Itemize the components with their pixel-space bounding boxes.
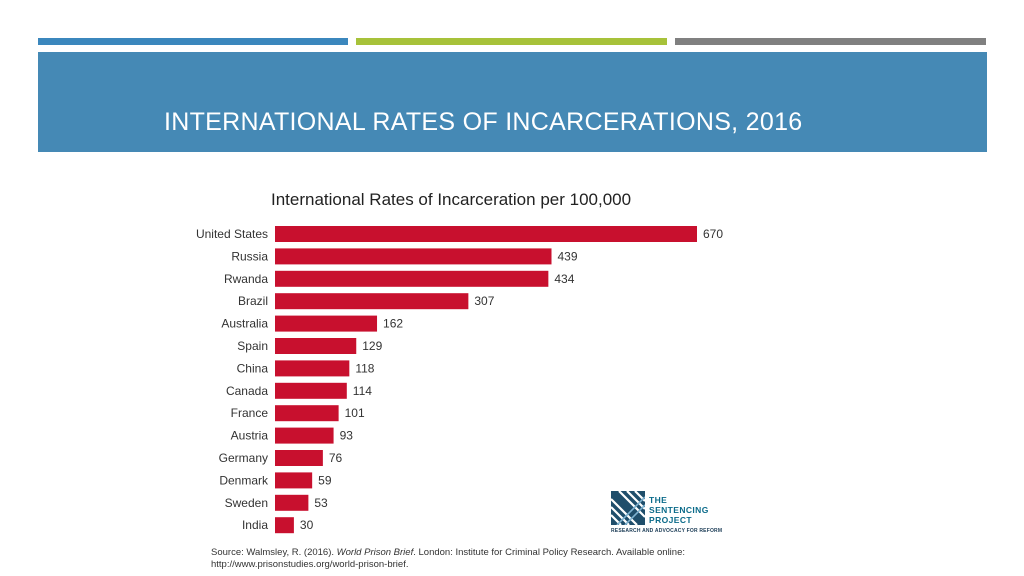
- source-citation: Source: Walmsley, R. (2016). World Priso…: [211, 547, 685, 571]
- category-label: Australia: [221, 317, 268, 331]
- logo-tagline: RESEARCH AND ADVOCACY FOR REFORM: [611, 528, 723, 534]
- value-label: 439: [558, 249, 578, 263]
- category-label: Canada: [226, 384, 268, 398]
- accent-bar-gray: [675, 38, 986, 45]
- bar-france: [275, 405, 339, 422]
- logo-wordmark: THE SENTENCING PROJECT: [649, 495, 709, 525]
- bar-brazil: [275, 293, 469, 310]
- category-label: Russia: [231, 249, 268, 263]
- source-prefix: Source: Walmsley, R. (2016).: [211, 547, 337, 558]
- bar-australia: [275, 315, 378, 332]
- category-label: India: [242, 518, 268, 532]
- bar-denmark: [275, 472, 313, 489]
- value-label: 59: [318, 473, 332, 487]
- category-label: Rwanda: [224, 272, 268, 286]
- category-label: Brazil: [238, 294, 268, 308]
- logo-line-3: PROJECT: [649, 515, 692, 525]
- bar-india: [275, 517, 294, 534]
- source-line-1: Source: Walmsley, R. (2016). World Priso…: [211, 547, 685, 559]
- bar-austria: [275, 427, 334, 444]
- bar-canada: [275, 382, 347, 399]
- accent-bar-blue: [38, 38, 348, 45]
- slide-title: INTERNATIONAL RATES OF INCARCERATIONS, 2…: [164, 108, 803, 136]
- category-label: Austria: [231, 429, 269, 443]
- sentencing-project-logo: THE SENTENCING PROJECT RESEARCH AND ADVO…: [611, 491, 731, 537]
- bar-germany: [275, 450, 323, 466]
- accent-bar-green: [356, 38, 667, 45]
- source-suffix: . London: Institute for Criminal Policy …: [413, 547, 685, 558]
- value-label: 307: [474, 294, 494, 308]
- value-label: 101: [345, 406, 365, 420]
- logo-line-1: THE: [649, 495, 668, 505]
- value-label: 114: [353, 384, 372, 398]
- category-label: France: [231, 406, 269, 420]
- category-label: United States: [196, 227, 268, 241]
- logo-line-2: SENTENCING: [649, 505, 709, 515]
- value-label: 670: [703, 227, 723, 241]
- value-label: 162: [383, 317, 403, 331]
- bar-spain: [275, 338, 357, 354]
- value-label: 434: [554, 272, 574, 286]
- value-label: 53: [314, 496, 328, 510]
- source-url: http://www.prisonstudies.org/world-priso…: [211, 559, 409, 570]
- sentencing-project-logo-icon: [611, 491, 645, 525]
- category-label: Denmark: [219, 473, 269, 487]
- bar-russia: [275, 248, 552, 265]
- bar-sweden: [275, 494, 309, 511]
- bar-united-states: [275, 226, 697, 242]
- title-band: INTERNATIONAL RATES OF INCARCERATIONS, 2…: [38, 52, 987, 152]
- value-label: 93: [340, 429, 354, 443]
- category-label: China: [237, 361, 269, 375]
- bar-china: [275, 360, 350, 377]
- value-label: 129: [362, 339, 382, 353]
- category-label: Sweden: [225, 496, 268, 510]
- value-label: 30: [300, 518, 314, 532]
- value-label: 118: [355, 361, 374, 375]
- chart-title: International Rates of Incarceration per…: [271, 190, 632, 209]
- bar-rwanda: [275, 270, 549, 287]
- category-label: Germany: [219, 451, 268, 465]
- category-label: Spain: [237, 339, 268, 353]
- source-work: World Prison Brief: [336, 547, 414, 558]
- value-label: 76: [329, 451, 343, 465]
